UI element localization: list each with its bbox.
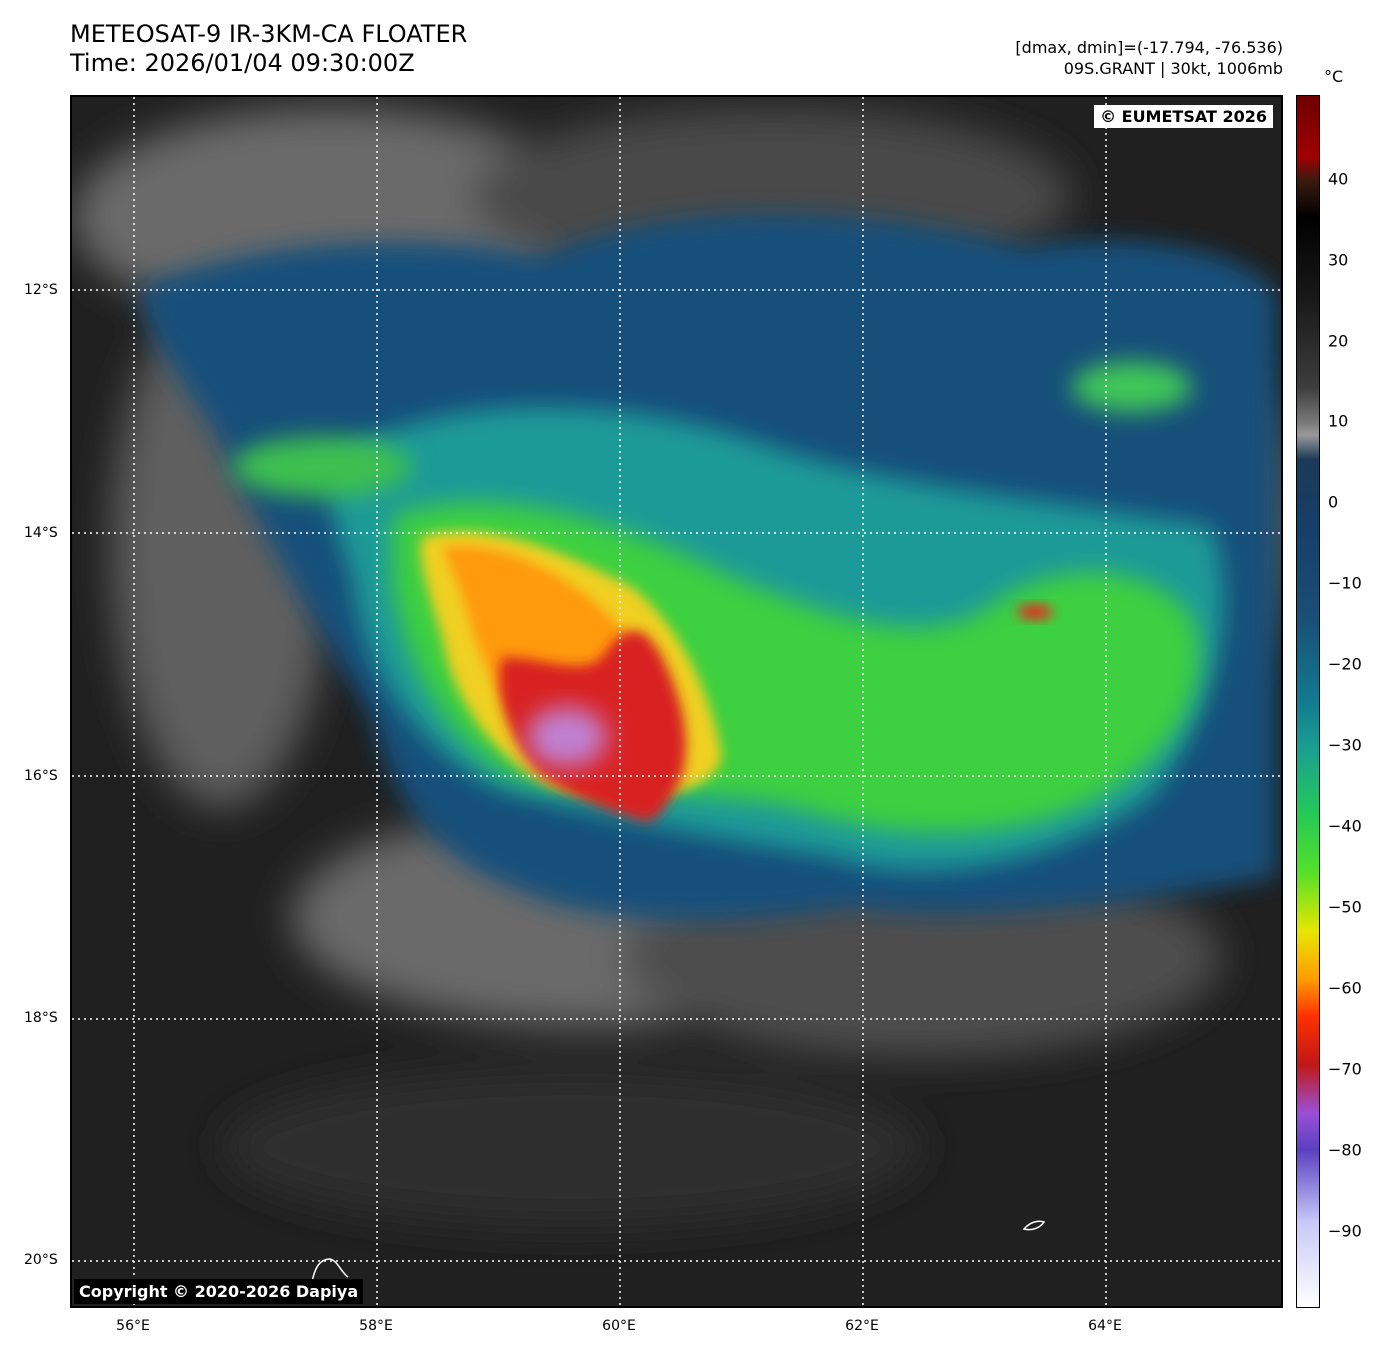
temperature-colorbar [1296, 95, 1320, 1308]
colorbar-tick: −90 [1328, 1221, 1362, 1241]
title-satellite: METEOSAT-9 IR-3KM-CA FLOATER [70, 20, 468, 48]
colorbar-tick: −80 [1328, 1140, 1362, 1160]
colorbar-tick: 40 [1328, 169, 1349, 189]
colorbar-tick: −40 [1328, 816, 1362, 836]
colorbar-tick: −30 [1328, 735, 1362, 755]
coldest-tops [527, 707, 607, 767]
copyright-label: Copyright © 2020-2026 Dapiya [74, 1279, 364, 1304]
island-rodrigues [1022, 1220, 1046, 1231]
dmax-dmin-readout: [dmax, dmin]=(-17.794, -76.536) [1015, 38, 1283, 57]
colorbar-tick: −50 [1328, 897, 1362, 917]
lat-label-14s: 14°S [24, 525, 58, 541]
ir-imagery [72, 97, 1281, 1306]
isolated-cell [1017, 604, 1053, 620]
lat-label-20s: 20°S [24, 1252, 58, 1268]
colorbar-tick: −70 [1328, 1059, 1362, 1079]
storm-name-intensity: 09S.GRANT | 30kt, 1006mb [1063, 59, 1283, 78]
colorbar-tick: −60 [1328, 978, 1362, 998]
lon-label-62e: 62°E [845, 1318, 879, 1334]
lon-label-60e: 60°E [602, 1318, 636, 1334]
lat-label-16s: 16°S [24, 768, 58, 784]
lon-label-56e: 56°E [116, 1318, 150, 1334]
lat-label-18s: 18°S [24, 1010, 58, 1026]
satellite-map: © EUMETSAT 2026 Copyright © 2020-2026 Da… [70, 95, 1283, 1308]
coastline [311, 1220, 1046, 1283]
map-title: METEOSAT-9 IR-3KM-CA FLOATER Time: 2026/… [70, 20, 467, 78]
colorbar-tick: 10 [1328, 411, 1349, 431]
lat-label-12s: 12°S [24, 282, 58, 298]
title-time: Time: 2026/01/04 09:30:00Z [70, 49, 415, 77]
lon-label-64e: 64°E [1088, 1318, 1122, 1334]
colorbar-tick: 30 [1328, 250, 1349, 270]
colorbar-tick: 0 [1328, 492, 1339, 512]
colorbar-tick: −10 [1328, 573, 1362, 593]
lon-label-58e: 58°E [359, 1318, 393, 1334]
colorbar-unit: °C [1324, 67, 1344, 86]
island-reunion [311, 1258, 349, 1283]
storm-info: [dmax, dmin]=(-17.794, -76.536) 09S.GRAN… [1015, 37, 1283, 79]
colorbar-tick: 20 [1328, 331, 1349, 351]
colorbar-tick: −20 [1328, 654, 1362, 674]
graticule [72, 97, 1281, 1306]
eumetsat-credit: © EUMETSAT 2026 [1094, 105, 1273, 128]
